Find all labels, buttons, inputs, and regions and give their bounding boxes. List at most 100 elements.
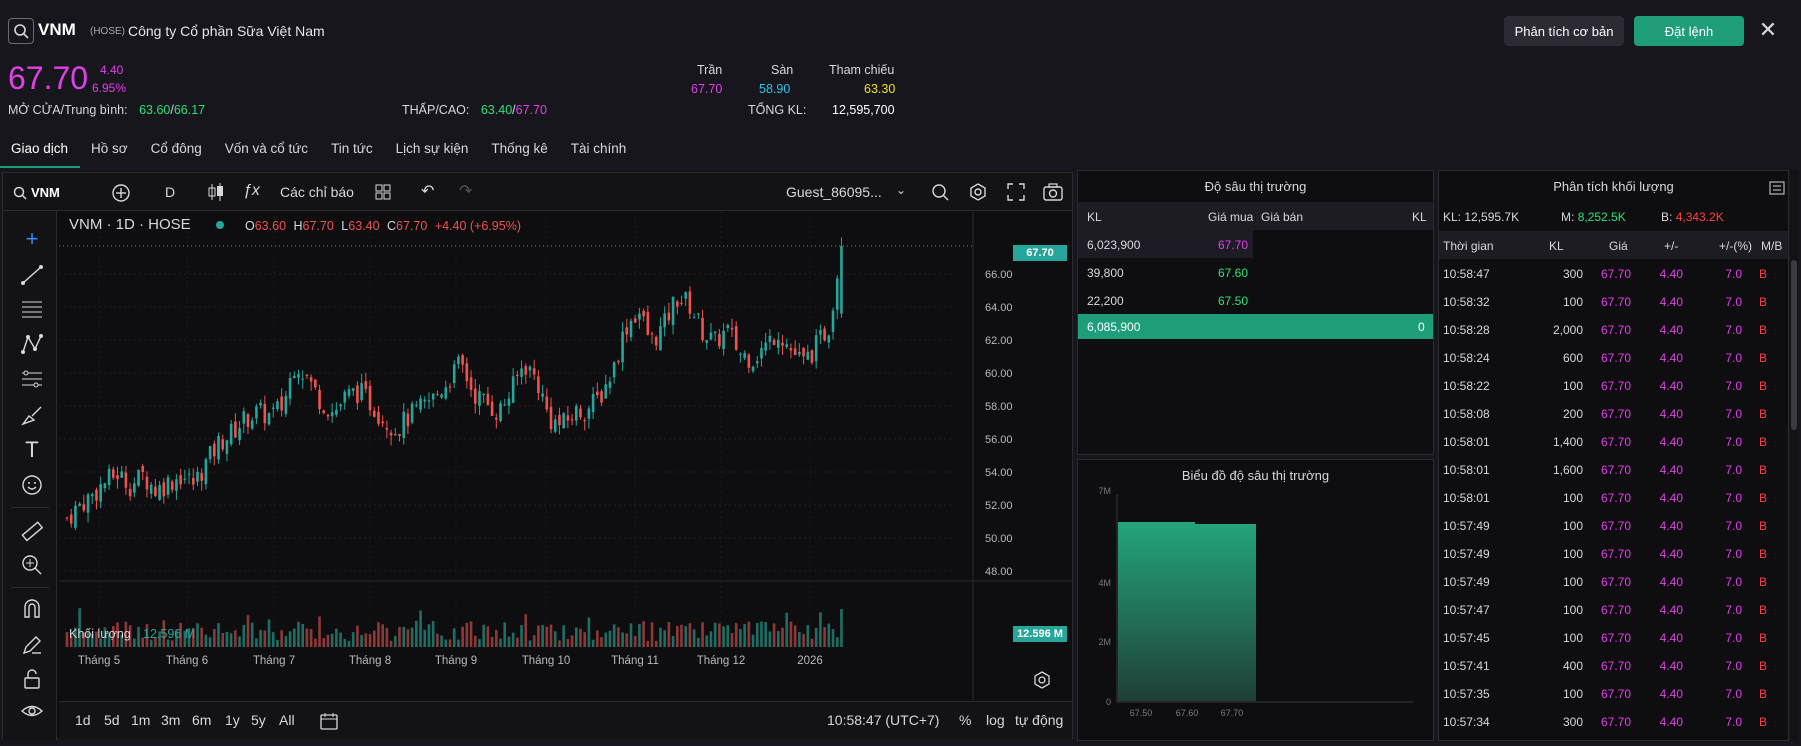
- chart-symbol-input[interactable]: VNM: [31, 185, 60, 200]
- compare-add-icon[interactable]: [111, 183, 131, 203]
- quick-search-icon[interactable]: [931, 183, 949, 201]
- symbol-search-button[interactable]: [8, 18, 34, 44]
- tab-shareholders[interactable]: Cổ đông: [150, 141, 202, 156]
- candle-body: [82, 504, 86, 511]
- volume-bar: [478, 639, 481, 647]
- trend-line-icon[interactable]: [20, 263, 44, 287]
- fib-icon[interactable]: [20, 297, 44, 321]
- total-volume-value: 12,595,700: [832, 103, 895, 117]
- log-scale-button[interactable]: log: [986, 712, 1005, 728]
- place-order-button[interactable]: Đặt lệnh: [1634, 16, 1744, 46]
- volume-bar: [423, 629, 427, 647]
- zoom-in-icon[interactable]: [20, 553, 44, 577]
- auto-scale-button[interactable]: tự động: [1015, 712, 1064, 728]
- candle-body: [768, 335, 772, 343]
- candle-body: [343, 391, 347, 403]
- stock-header: [0, 0, 1801, 62]
- tab-statistics[interactable]: Thống kê: [491, 141, 548, 156]
- brush-icon[interactable]: [20, 403, 44, 427]
- volume-bar: [322, 638, 326, 647]
- text-tool-icon[interactable]: T: [25, 437, 39, 462]
- volume-bar: [579, 628, 582, 647]
- candle-body: [69, 514, 73, 524]
- lock-icon[interactable]: [20, 667, 44, 691]
- volume-bar: [385, 627, 389, 647]
- tab-news[interactable]: Tin tức: [331, 141, 373, 156]
- candle-body: [238, 428, 241, 441]
- volume-bar: [499, 638, 502, 647]
- percent-scale-button[interactable]: %: [959, 712, 972, 728]
- candle-body: [507, 398, 511, 406]
- undo-icon[interactable]: ↶: [421, 183, 435, 200]
- candle-body: [305, 374, 309, 376]
- emoji-icon[interactable]: [20, 473, 44, 497]
- candle-body: [335, 409, 338, 415]
- stay-drawing-icon[interactable]: [20, 633, 44, 657]
- volume-bar: [103, 627, 107, 647]
- timeframe-5d[interactable]: 5d: [104, 712, 120, 728]
- prediction-icon[interactable]: [20, 367, 44, 391]
- timeframe-5y[interactable]: 5y: [251, 712, 266, 728]
- volume-cell: 100: [1562, 547, 1583, 561]
- volume-bar: [259, 629, 262, 647]
- volume-scroll-thumb[interactable]: [1791, 260, 1797, 430]
- candle-body: [629, 320, 633, 338]
- candle-body: [747, 354, 751, 368]
- exchange-label: (HOSE): [90, 26, 125, 37]
- low-value: 63.40: [480, 103, 513, 117]
- timeframe-6m[interactable]: 6m: [192, 712, 212, 728]
- tab-financials[interactable]: Tài chính: [570, 141, 627, 156]
- candle-body: [654, 336, 658, 346]
- depth-chart-panel: Biểu đồ độ sâu thị trường 7M 4M 2M 0 67.…: [1077, 459, 1434, 741]
- timeframe-3m[interactable]: 3m: [161, 712, 181, 728]
- candle-body: [553, 419, 557, 432]
- interval-button[interactable]: D: [165, 184, 176, 200]
- volume-scrollbar[interactable]: [1790, 170, 1798, 741]
- time-cell: 10:58:08: [1443, 407, 1490, 421]
- volume-bar: [789, 621, 793, 647]
- timeframe-1d[interactable]: 1d: [75, 712, 91, 728]
- candle-type-icon[interactable]: [207, 182, 225, 202]
- close-icon[interactable]: ✕: [1758, 17, 1778, 42]
- company-name: Công ty Cổ phần Sữa Việt Nam: [128, 23, 325, 39]
- tab-events[interactable]: Lịch sự kiện: [395, 141, 469, 156]
- fundamental-analysis-button[interactable]: Phân tích cơ bản: [1504, 16, 1624, 46]
- camera-icon[interactable]: [1043, 183, 1063, 201]
- volume-bar: [461, 626, 464, 647]
- layouts-icon[interactable]: [375, 184, 391, 200]
- magnet-icon[interactable]: [20, 597, 44, 621]
- timeframe-1m[interactable]: 1m: [131, 712, 151, 728]
- volume-bar: [764, 622, 767, 647]
- volume-bar: [255, 638, 258, 647]
- fullscreen-icon[interactable]: [1007, 183, 1025, 201]
- settings-icon[interactable]: [969, 183, 987, 201]
- tab-trading[interactable]: Giao dịch: [0, 136, 81, 168]
- date-range-icon[interactable]: [319, 711, 339, 731]
- candle-body: [406, 413, 410, 427]
- timeframe-all[interactable]: All: [279, 712, 295, 728]
- chart-settings-icon[interactable]: [1033, 671, 1051, 689]
- candle-body: [149, 484, 153, 494]
- ruler-icon[interactable]: [20, 519, 44, 543]
- volume-bar: [642, 621, 645, 647]
- tab-capital-dividend[interactable]: Vốn và cổ tức: [224, 141, 309, 156]
- layout-name-dropdown[interactable]: Guest_86095...: [786, 184, 882, 200]
- volume-bar: [133, 638, 136, 647]
- b-value: 4,343.2K: [1675, 210, 1724, 224]
- eye-icon[interactable]: [20, 699, 44, 723]
- price-change-percent: 6.95%: [92, 81, 127, 95]
- price-cell: 67.70: [1600, 631, 1631, 645]
- tab-profile[interactable]: Hồ sơ: [91, 141, 128, 156]
- menu-icon[interactable]: [1769, 181, 1785, 195]
- volume-table-row: 10:58:47 300 67.70 4.40 7.0 B: [1439, 259, 1788, 287]
- candle-body: [368, 385, 372, 411]
- pattern-icon[interactable]: [20, 332, 44, 356]
- volume-bar: [772, 623, 776, 647]
- chart-plot-area[interactable]: 66.00 64.00 62.00 60.00 58.00 56.00 54.00 52.00…: [59, 211, 1072, 701]
- candle-body: [107, 468, 111, 485]
- candle-body: [482, 393, 485, 395]
- candle-body: [301, 378, 304, 380]
- timeframe-1y[interactable]: 1y: [225, 712, 240, 728]
- indicators-button[interactable]: Các chỉ báo: [280, 184, 354, 200]
- crosshair-icon[interactable]: +: [25, 226, 39, 251]
